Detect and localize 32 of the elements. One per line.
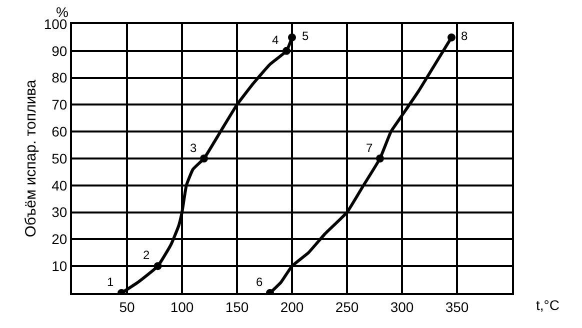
text: % [56,4,68,20]
annotation: 3 [190,141,197,155]
x-axis-title: t,°C [536,297,560,313]
annotation: 8 [461,29,468,43]
x-tick-label: 150 [225,298,249,315]
annotation: 4 [272,33,279,47]
point [448,33,456,42]
x-tick-label: 50 [119,298,135,315]
annotation: 1 [107,275,114,289]
y-tick-label: 10 [52,258,68,274]
y-tick-label: 20 [52,231,68,248]
annotation: 6 [256,275,263,289]
annotation: 2 [143,248,150,262]
x-tick-label: 100 [170,298,194,315]
annotation: 5 [302,29,309,43]
y-tick-label: 40 [52,177,68,194]
y-tick-label: 30 [52,204,68,220]
y-tick-label: 50 [52,150,68,166]
y-tick-label: 80 [52,70,68,86]
annotation: 7 [366,141,373,155]
point [376,154,384,162]
point [282,46,290,55]
y-tick-label: 90 [52,42,68,59]
x-tick-label: 250 [335,298,359,315]
y-axis-title: Объём испар. топлива [22,79,40,238]
x-tick-label: 300 [390,298,414,315]
y-tick-label: 70 [52,96,68,113]
y-tick-label: 60 [52,124,68,140]
point [288,33,296,42]
x-tick-label: 200 [280,298,304,315]
x-tick-label: 350 [445,298,469,315]
point [200,154,208,162]
